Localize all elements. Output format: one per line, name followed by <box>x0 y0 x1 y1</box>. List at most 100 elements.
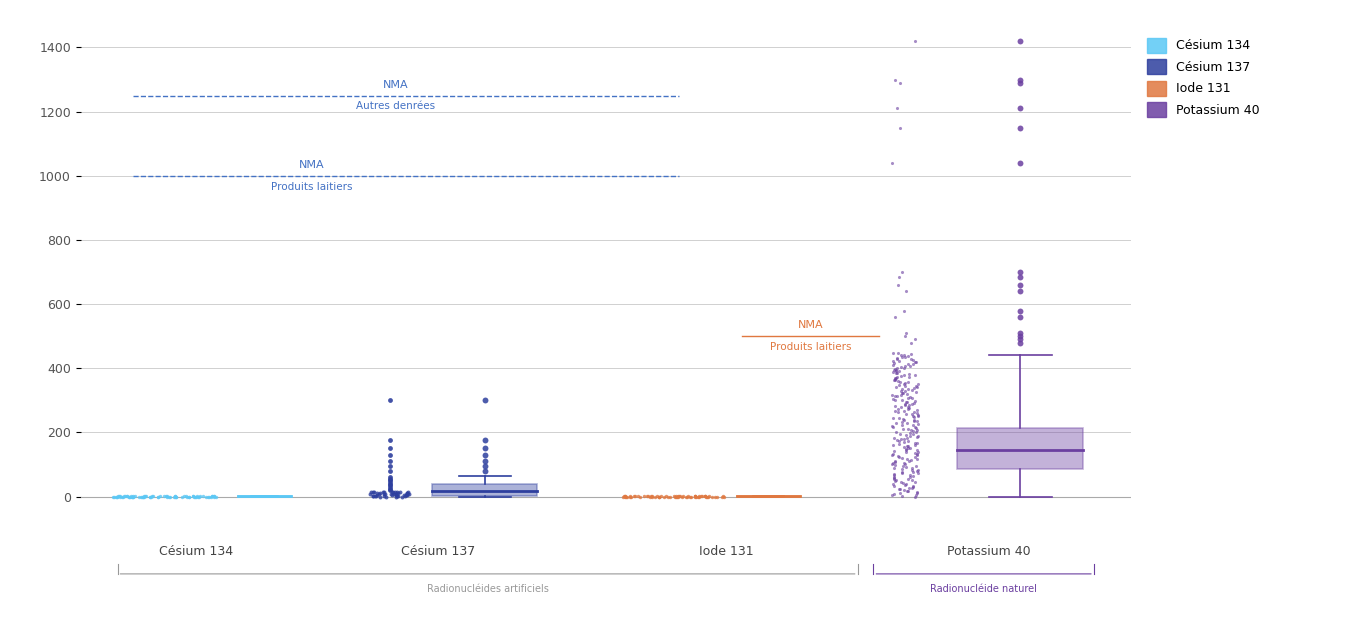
Point <box>159 492 180 502</box>
Point <box>894 381 915 391</box>
Point <box>882 450 903 460</box>
Point <box>883 479 905 489</box>
Point <box>900 465 922 475</box>
Point <box>883 358 905 368</box>
Text: Autres denrées: Autres denrées <box>357 101 435 111</box>
Point <box>699 491 720 501</box>
Point <box>899 470 921 481</box>
Point <box>105 492 127 502</box>
Point <box>902 399 923 409</box>
Point <box>362 487 384 497</box>
Point <box>118 492 140 502</box>
Point <box>201 491 222 501</box>
Point <box>112 492 133 502</box>
Point <box>106 492 128 502</box>
Point <box>114 491 136 501</box>
Point <box>183 492 205 502</box>
Point <box>176 491 198 501</box>
Point <box>887 103 909 113</box>
Point <box>882 158 903 168</box>
Point <box>895 430 917 440</box>
Text: Produits laitiers: Produits laitiers <box>770 342 851 352</box>
Point <box>668 491 689 501</box>
Point <box>887 451 909 461</box>
Point <box>397 489 419 499</box>
Point <box>886 368 907 378</box>
Point <box>616 492 638 502</box>
Point <box>621 492 642 502</box>
Point <box>642 492 664 502</box>
Point <box>891 267 913 277</box>
Point <box>884 394 906 404</box>
Point <box>905 370 926 381</box>
Point <box>109 492 131 502</box>
Point <box>890 488 911 498</box>
Point <box>898 384 919 394</box>
Point <box>887 407 909 417</box>
Point <box>883 489 905 499</box>
Point <box>883 433 905 443</box>
Point <box>641 491 662 501</box>
Point <box>888 439 910 449</box>
Point <box>894 370 915 380</box>
Point <box>883 470 905 480</box>
Point <box>668 492 689 502</box>
Text: NMA: NMA <box>299 160 324 170</box>
Point <box>474 443 495 454</box>
Point <box>906 454 927 464</box>
Point <box>121 491 143 501</box>
Point <box>373 487 394 497</box>
Point <box>890 386 911 396</box>
Point <box>129 492 151 502</box>
Point <box>695 491 716 501</box>
Point <box>183 491 205 501</box>
Point <box>890 477 911 487</box>
Point <box>203 491 225 501</box>
Point <box>899 483 921 493</box>
Point <box>380 466 401 476</box>
Point <box>1010 312 1031 322</box>
Point <box>684 491 705 501</box>
Point <box>381 490 402 500</box>
Point <box>891 464 913 474</box>
Point <box>903 452 925 462</box>
Point <box>385 492 406 502</box>
Point <box>898 372 919 382</box>
Point <box>625 491 646 501</box>
Point <box>899 360 921 370</box>
Point <box>707 491 728 501</box>
Point <box>380 481 401 491</box>
Point <box>887 362 909 372</box>
Point <box>900 425 922 435</box>
Point <box>474 395 495 405</box>
Point <box>136 491 157 501</box>
Point <box>894 415 915 425</box>
Point <box>680 492 701 502</box>
Point <box>888 380 910 390</box>
Point <box>672 492 693 502</box>
Text: Césium 137: Césium 137 <box>401 545 475 558</box>
Point <box>713 492 735 502</box>
Point <box>902 411 923 421</box>
Point <box>884 457 906 467</box>
Point <box>906 408 927 418</box>
Point <box>393 490 415 500</box>
Point <box>120 492 141 502</box>
Point <box>900 455 922 465</box>
Point <box>139 492 160 502</box>
Legend: Césium 134, Césium 137, Iode 131, Potassium 40: Césium 134, Césium 137, Iode 131, Potass… <box>1147 38 1260 118</box>
Point <box>902 359 923 369</box>
Point <box>396 490 417 500</box>
Point <box>623 491 645 501</box>
Point <box>898 455 919 465</box>
Point <box>898 359 919 369</box>
Point <box>380 435 401 445</box>
Point <box>673 491 695 501</box>
Point <box>382 487 404 497</box>
Point <box>887 376 909 386</box>
Point <box>891 384 913 394</box>
Point <box>376 492 397 502</box>
Point <box>891 468 913 478</box>
Point <box>883 457 905 467</box>
Point <box>886 367 907 377</box>
